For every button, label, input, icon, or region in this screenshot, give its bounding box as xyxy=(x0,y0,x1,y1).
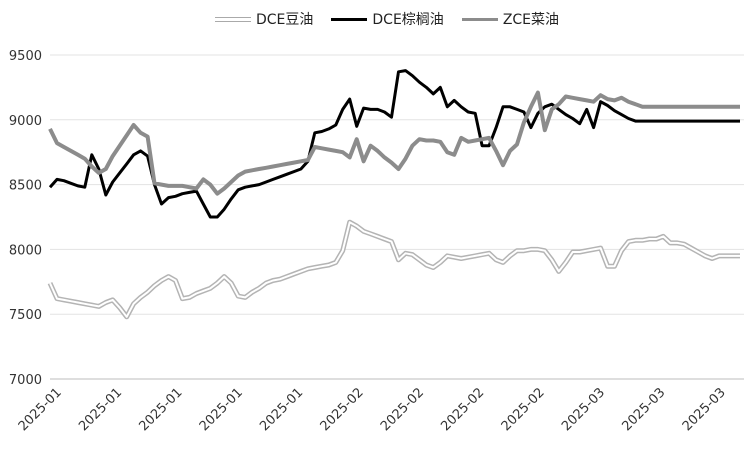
y-tick-label: 9000 xyxy=(9,114,42,129)
series-lines xyxy=(47,69,740,320)
x-axis-tick-labels: 2025-01 2025-01 2025-01 2025-01 2025-01 2025-… xyxy=(16,385,729,434)
legend-label-rapeseed-oil: ZCE菜油 xyxy=(502,12,560,28)
y-tick-label: 9500 xyxy=(9,49,42,64)
x-tick-label: 2025-02 xyxy=(378,385,427,434)
series-line-soybean-oil xyxy=(49,221,740,318)
x-tick-label: 2025-03 xyxy=(559,385,608,434)
x-tick-label: 2025-03 xyxy=(619,385,668,434)
legend-swatch-palm-oil xyxy=(331,17,368,21)
series-line-soybean-oil-outline xyxy=(47,219,740,320)
legend-label-palm-oil: DCE棕榈油 xyxy=(372,12,444,28)
legend-item-palm-oil: DCE棕榈油 xyxy=(331,9,444,29)
x-tick-label: 2025-03 xyxy=(680,385,729,434)
y-tick-label: 7000 xyxy=(9,373,42,388)
grid-lines xyxy=(50,54,744,380)
legend: DCE豆油 DCE棕榈油 ZCE菜油 xyxy=(215,9,577,29)
legend-swatch-rapeseed-oil xyxy=(461,17,498,21)
legend-label-soybean-oil: DCE豆油 xyxy=(256,12,314,28)
x-tick-label: 2025-02 xyxy=(438,385,487,434)
x-tick-label: 2025-01 xyxy=(16,385,65,434)
series-line-palm-oil xyxy=(48,69,740,219)
x-tick-label: 2025-02 xyxy=(499,385,548,434)
legend-item-soybean-oil: DCE豆油 xyxy=(215,9,313,29)
y-axis-tick-labels: 7000 7500 8000 8500 9000 9500 xyxy=(9,49,42,388)
legend-swatch-soybean-oil xyxy=(215,16,251,22)
x-tick-label: 2025-02 xyxy=(318,385,367,434)
x-tick-label: 2025-01 xyxy=(76,385,125,434)
y-tick-label: 8000 xyxy=(9,243,42,258)
x-tick-label: 2025-01 xyxy=(137,385,186,434)
legend-item-rapeseed-oil: ZCE菜油 xyxy=(461,9,560,29)
x-tick-label: 2025-01 xyxy=(257,385,306,434)
x-tick-label: 2025-01 xyxy=(197,385,246,434)
series-line-rapeseed-oil xyxy=(48,90,740,196)
y-tick-label: 7500 xyxy=(9,308,42,323)
y-tick-label: 8500 xyxy=(9,179,42,194)
